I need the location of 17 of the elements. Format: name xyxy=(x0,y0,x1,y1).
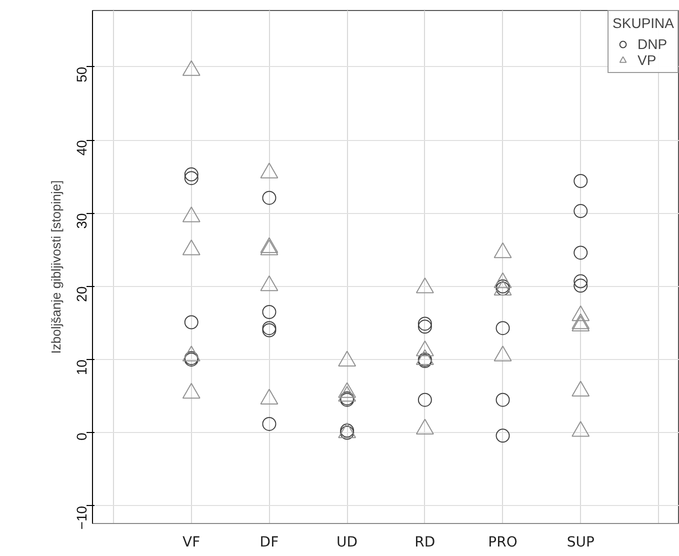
y-axis-title: Izboljšanje gibljivosti [stopinje] xyxy=(48,180,64,354)
x-tick-label: SUP xyxy=(566,534,594,550)
y-tick-label: 40 xyxy=(74,140,90,156)
legend-label: DNP xyxy=(638,36,668,52)
y-tick-label: 10 xyxy=(74,359,90,376)
y-tick-label: 50 xyxy=(74,66,90,82)
y-tick-label: 0 xyxy=(74,432,90,441)
y-tick-label: −10 xyxy=(74,506,90,530)
x-tick-label: PRO xyxy=(488,534,518,550)
legend-title: SKUPINA xyxy=(612,15,674,31)
x-tick-label: UD xyxy=(336,534,358,550)
y-tick-label: 20 xyxy=(74,286,90,302)
x-tick-label: DF xyxy=(260,534,279,550)
y-tick-label: 30 xyxy=(74,213,90,229)
x-tick-label: VF xyxy=(182,534,200,550)
legend-label: VP xyxy=(638,52,658,68)
x-tick-label: RD xyxy=(414,534,436,550)
